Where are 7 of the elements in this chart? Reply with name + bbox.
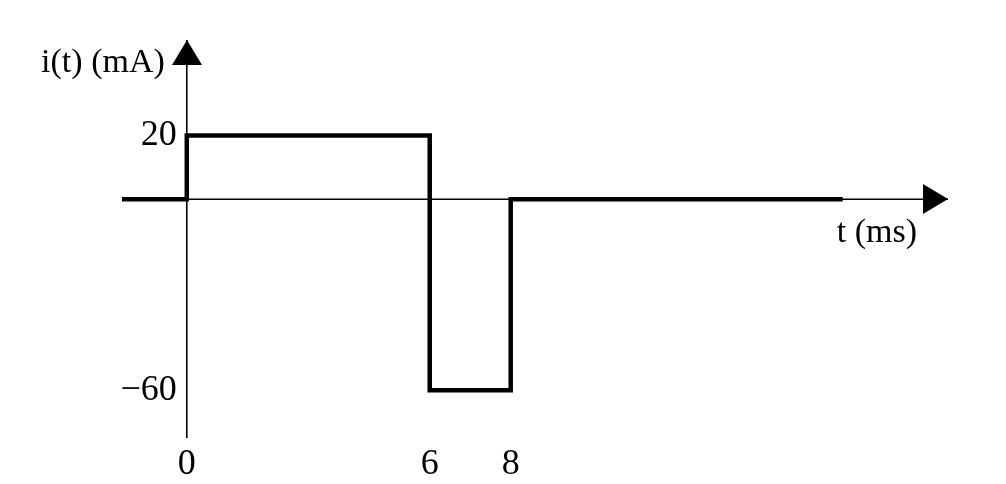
- x-tick-label: 6: [420, 442, 439, 483]
- y-tick-label: 20: [140, 112, 177, 153]
- x-tick-label: 8: [501, 442, 520, 483]
- x-axis-title: t (ms): [836, 212, 917, 251]
- y-axis-title: i(t) (mA): [41, 41, 165, 80]
- y-tick-label: −60: [120, 367, 177, 408]
- x-tick-label: 0: [177, 442, 196, 483]
